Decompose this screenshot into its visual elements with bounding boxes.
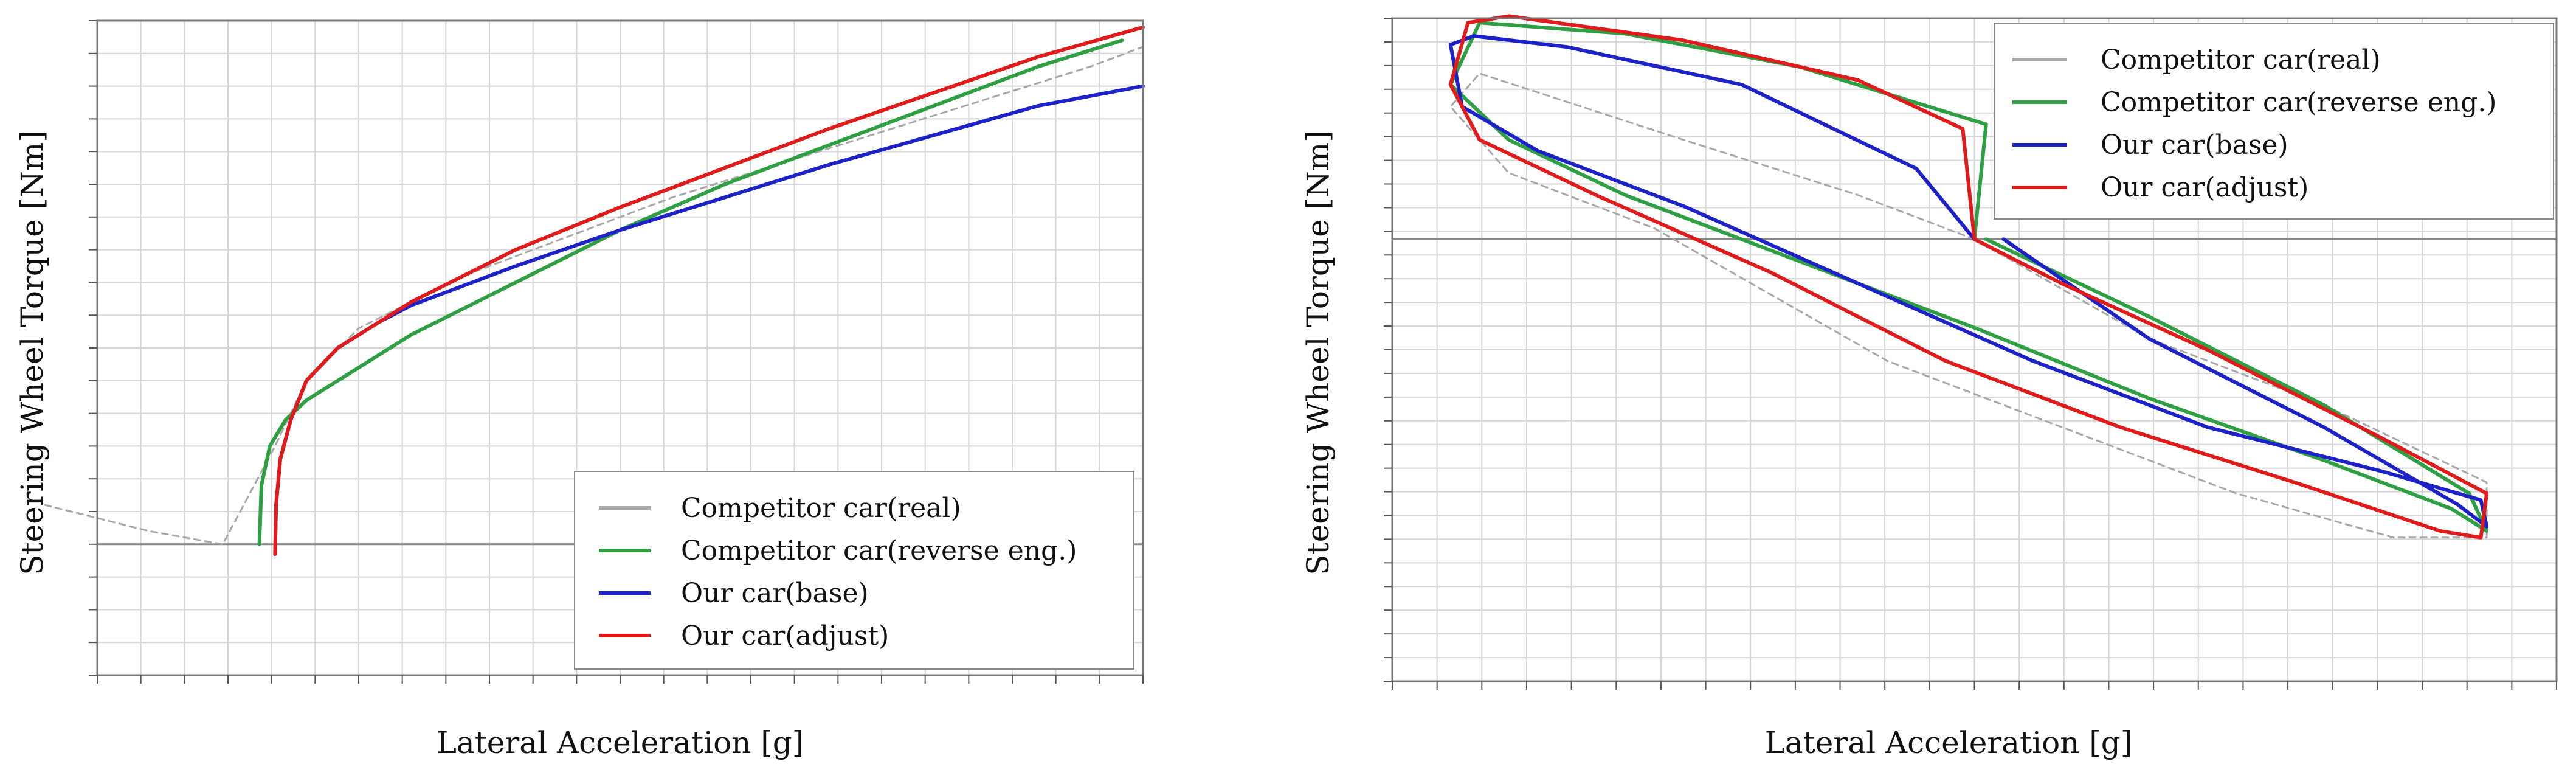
left-chart-series <box>44 25 1145 556</box>
left-chart-y-axis-label: Steering Wheel Torque [Nm] <box>15 130 50 575</box>
left-chart: Lateral Acceleration [g] Steering Wheel … <box>15 19 1145 760</box>
right-chart-legend-box <box>1994 23 2554 220</box>
right-chart-series <box>1448 14 2489 540</box>
left-series-competitor-reverse <box>257 38 1124 546</box>
left-legend-label-our-base: Our car(base) <box>681 578 869 609</box>
left-legend-label-competitor-real: Competitor car(real) <box>681 493 961 524</box>
right-series-our-base <box>1448 34 2489 529</box>
right-series-our-adjust <box>1448 14 2489 540</box>
right-legend-label-our-base: Our car(base) <box>2101 130 2288 161</box>
left-chart-x-axis-label: Lateral Acceleration [g] <box>437 725 804 760</box>
left-legend-label-our-adjust: Our car(adjust) <box>681 620 889 651</box>
left-series-our-adjust <box>273 25 1145 556</box>
right-legend-label-competitor-real: Competitor car(real) <box>2101 44 2381 75</box>
right-chart: Lateral Acceleration [g] Steering Wheel … <box>1300 14 2558 760</box>
left-chart-legend: Competitor car(real) Competitor car(reve… <box>574 471 1134 670</box>
left-legend-label-competitor-reverse: Competitor car(reverse eng.) <box>681 535 1077 566</box>
right-chart-y-axis-label: Steering Wheel Torque [Nm] <box>1300 130 1336 575</box>
left-chart-legend-box <box>574 471 1134 670</box>
right-legend-label-our-adjust: Our car(adjust) <box>2101 172 2308 203</box>
right-chart-ticks <box>1384 18 2557 690</box>
right-chart-x-axis-label: Lateral Acceleration [g] <box>1765 725 2133 760</box>
left-chart-ticks <box>89 20 1144 684</box>
left-series-competitor-real <box>44 46 1144 546</box>
right-chart-legend: Competitor car(real) Competitor car(reve… <box>1994 23 2554 220</box>
right-legend-label-competitor-reverse: Competitor car(reverse eng.) <box>2101 87 2496 118</box>
